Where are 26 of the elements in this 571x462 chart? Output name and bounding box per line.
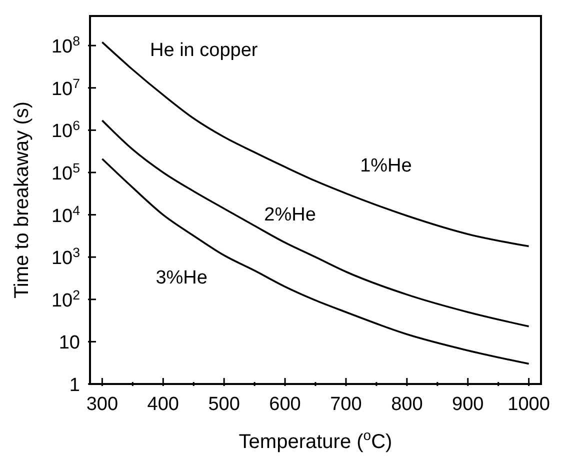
x-tick-label: 300 xyxy=(86,394,118,415)
annotation: He in copper xyxy=(150,40,258,61)
x-tick-label: 500 xyxy=(208,394,240,415)
line-series xyxy=(101,41,530,248)
series-label: 3%He xyxy=(156,268,208,289)
x-tick-label: 1000 xyxy=(508,394,550,415)
y-tick-label: 10 xyxy=(58,332,80,354)
series-label: 1%He xyxy=(360,155,412,176)
line-series xyxy=(101,120,530,328)
line-series xyxy=(101,158,530,365)
series-label: 2%He xyxy=(264,204,316,226)
x-axis-title: Temperature ($^{o}$C) xyxy=(238,427,392,453)
y-tick-label: 10$^{5}$ xyxy=(51,160,80,184)
y-tick-label: 10$^{8}$ xyxy=(51,33,80,58)
y-tick-label: 10$^{7}$ xyxy=(51,75,80,100)
x-tick-label: 400 xyxy=(147,394,179,415)
x-tick-label: 700 xyxy=(330,394,362,415)
x-tick-label: 900 xyxy=(452,394,484,415)
y-tick-label: 10$^{6}$ xyxy=(51,118,80,142)
y-axis-title: Time to breakaway (s) xyxy=(11,101,33,299)
y-tick-label: 10$^{4}$ xyxy=(51,202,80,227)
x-tick-label: 800 xyxy=(391,394,423,415)
y-tick-label: 10$^{3}$ xyxy=(51,244,80,270)
x-tick-label: 600 xyxy=(269,394,301,415)
y-tick-label: 10$^{2}$ xyxy=(51,286,80,312)
y-tick-label: 1 xyxy=(69,375,80,396)
